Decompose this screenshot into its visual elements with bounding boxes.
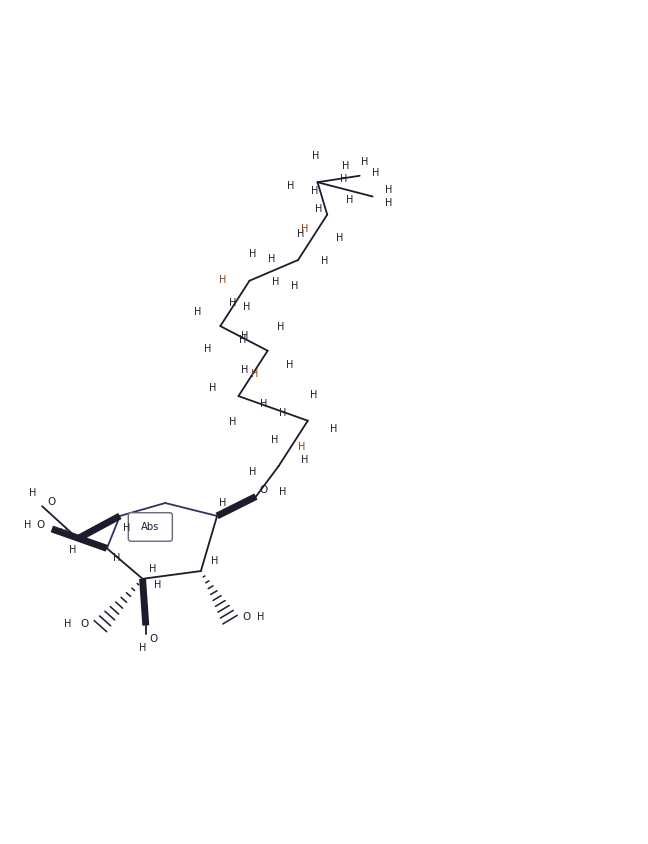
Text: O: O [260,485,268,495]
Text: H: H [209,383,216,393]
Text: H: H [251,369,259,379]
Text: H: H [340,174,347,184]
Text: H: H [122,522,130,533]
Text: O: O [150,634,157,644]
Text: H: H [346,195,353,205]
Text: H: H [229,417,236,427]
Text: H: H [154,581,162,590]
Text: H: H [64,619,72,629]
Text: H: H [60,528,67,538]
Text: H: H [242,332,249,342]
Text: H: H [297,229,305,239]
Text: H: H [372,167,380,177]
FancyBboxPatch shape [128,512,172,541]
Text: H: H [279,487,286,497]
Text: H: H [361,156,369,166]
Text: H: H [336,233,344,243]
Text: H: H [310,390,318,400]
Text: H: H [292,281,299,291]
Text: H: H [330,424,337,434]
Text: H: H [277,322,284,333]
Text: O: O [80,619,88,629]
Text: H: H [385,198,393,208]
Text: H: H [148,564,156,574]
Text: H: H [229,298,237,308]
Text: Abs: Abs [141,522,159,532]
Text: H: H [249,249,256,259]
Text: H: H [321,257,329,266]
Text: O: O [47,497,55,507]
Text: H: H [113,553,121,563]
Text: H: H [218,498,226,508]
Text: O: O [242,612,250,622]
Text: H: H [271,435,279,445]
Text: H: H [288,181,295,191]
Text: H: H [23,520,31,530]
Text: H: H [139,643,146,653]
Text: H: H [312,151,319,160]
Text: O: O [36,520,44,530]
Text: H: H [204,344,211,354]
Text: H: H [385,185,393,195]
Text: H: H [298,441,305,452]
Text: H: H [257,612,265,622]
Text: H: H [243,302,250,312]
Text: H: H [29,489,37,498]
Text: H: H [249,467,257,477]
Text: H: H [239,335,246,345]
Text: H: H [301,225,308,234]
Text: H: H [301,455,308,465]
Text: H: H [69,545,76,555]
Text: H: H [241,365,248,376]
Text: H: H [219,274,227,284]
Text: H: H [272,277,280,287]
Text: H: H [260,399,268,408]
Text: H: H [310,187,318,197]
Text: H: H [279,408,286,418]
Text: H: H [268,254,275,264]
Text: H: H [316,203,323,214]
Text: H: H [211,556,219,566]
Text: H: H [286,360,294,370]
Text: H: H [341,161,349,171]
Text: H: H [194,307,202,316]
